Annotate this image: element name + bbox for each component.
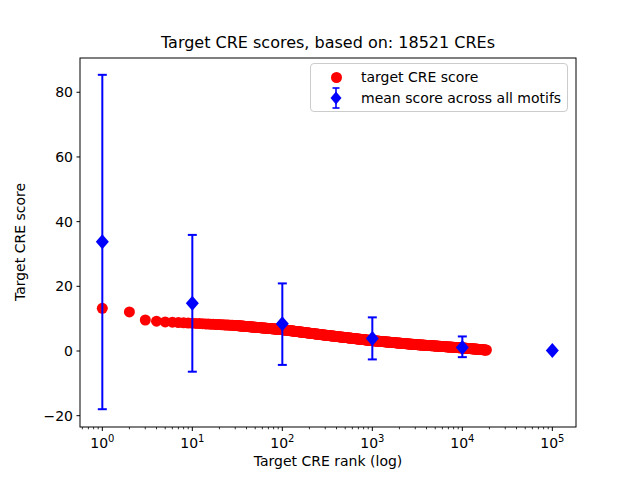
y-tick-label: 20 — [55, 278, 73, 294]
x-tick-label: 101 — [180, 433, 204, 451]
x-tick-label: 105 — [540, 433, 564, 451]
mean-score-diamond — [186, 296, 199, 311]
legend-label-target: target CRE score — [361, 69, 478, 85]
legend-marker-cell — [319, 86, 353, 110]
mean-score-diamond — [96, 234, 109, 249]
x-axis-label: Target CRE rank (log) — [254, 453, 403, 469]
target-score-point — [140, 315, 151, 326]
x-tick-label: 102 — [270, 433, 294, 451]
figure: −20 0 20 40 60 80 100 101 102 103 104 105 Target CR… — [0, 0, 640, 480]
y-tick-label: 80 — [55, 84, 73, 100]
blue-diamond-errorbar-icon — [328, 86, 344, 110]
mean-score-diamond — [546, 343, 559, 358]
target-score-point — [124, 306, 135, 317]
y-axis-label: Target CRE score — [12, 183, 28, 301]
chart-title: Target CRE scores, based on: 18521 CREs — [161, 33, 495, 52]
legend-marker-cell — [319, 72, 353, 83]
y-tick-label: 40 — [55, 214, 73, 230]
legend-item-target-cre-score: target CRE score — [319, 67, 561, 87]
legend: target CRE score mean score across all m… — [310, 63, 568, 112]
y-tick-label: −20 — [43, 408, 73, 424]
y-tick-label: 60 — [55, 149, 73, 165]
legend-label-mean: mean score across all motifs — [361, 90, 561, 106]
axes-frame — [80, 58, 576, 427]
y-tick-label: 0 — [64, 343, 73, 359]
x-tick-label: 104 — [450, 433, 474, 451]
target-score-point — [481, 345, 492, 356]
x-tick-label: 103 — [360, 433, 384, 451]
legend-item-mean-score: mean score across all motifs — [319, 87, 561, 108]
x-tick-label: 100 — [90, 433, 114, 451]
red-circle-marker-icon — [331, 72, 342, 83]
